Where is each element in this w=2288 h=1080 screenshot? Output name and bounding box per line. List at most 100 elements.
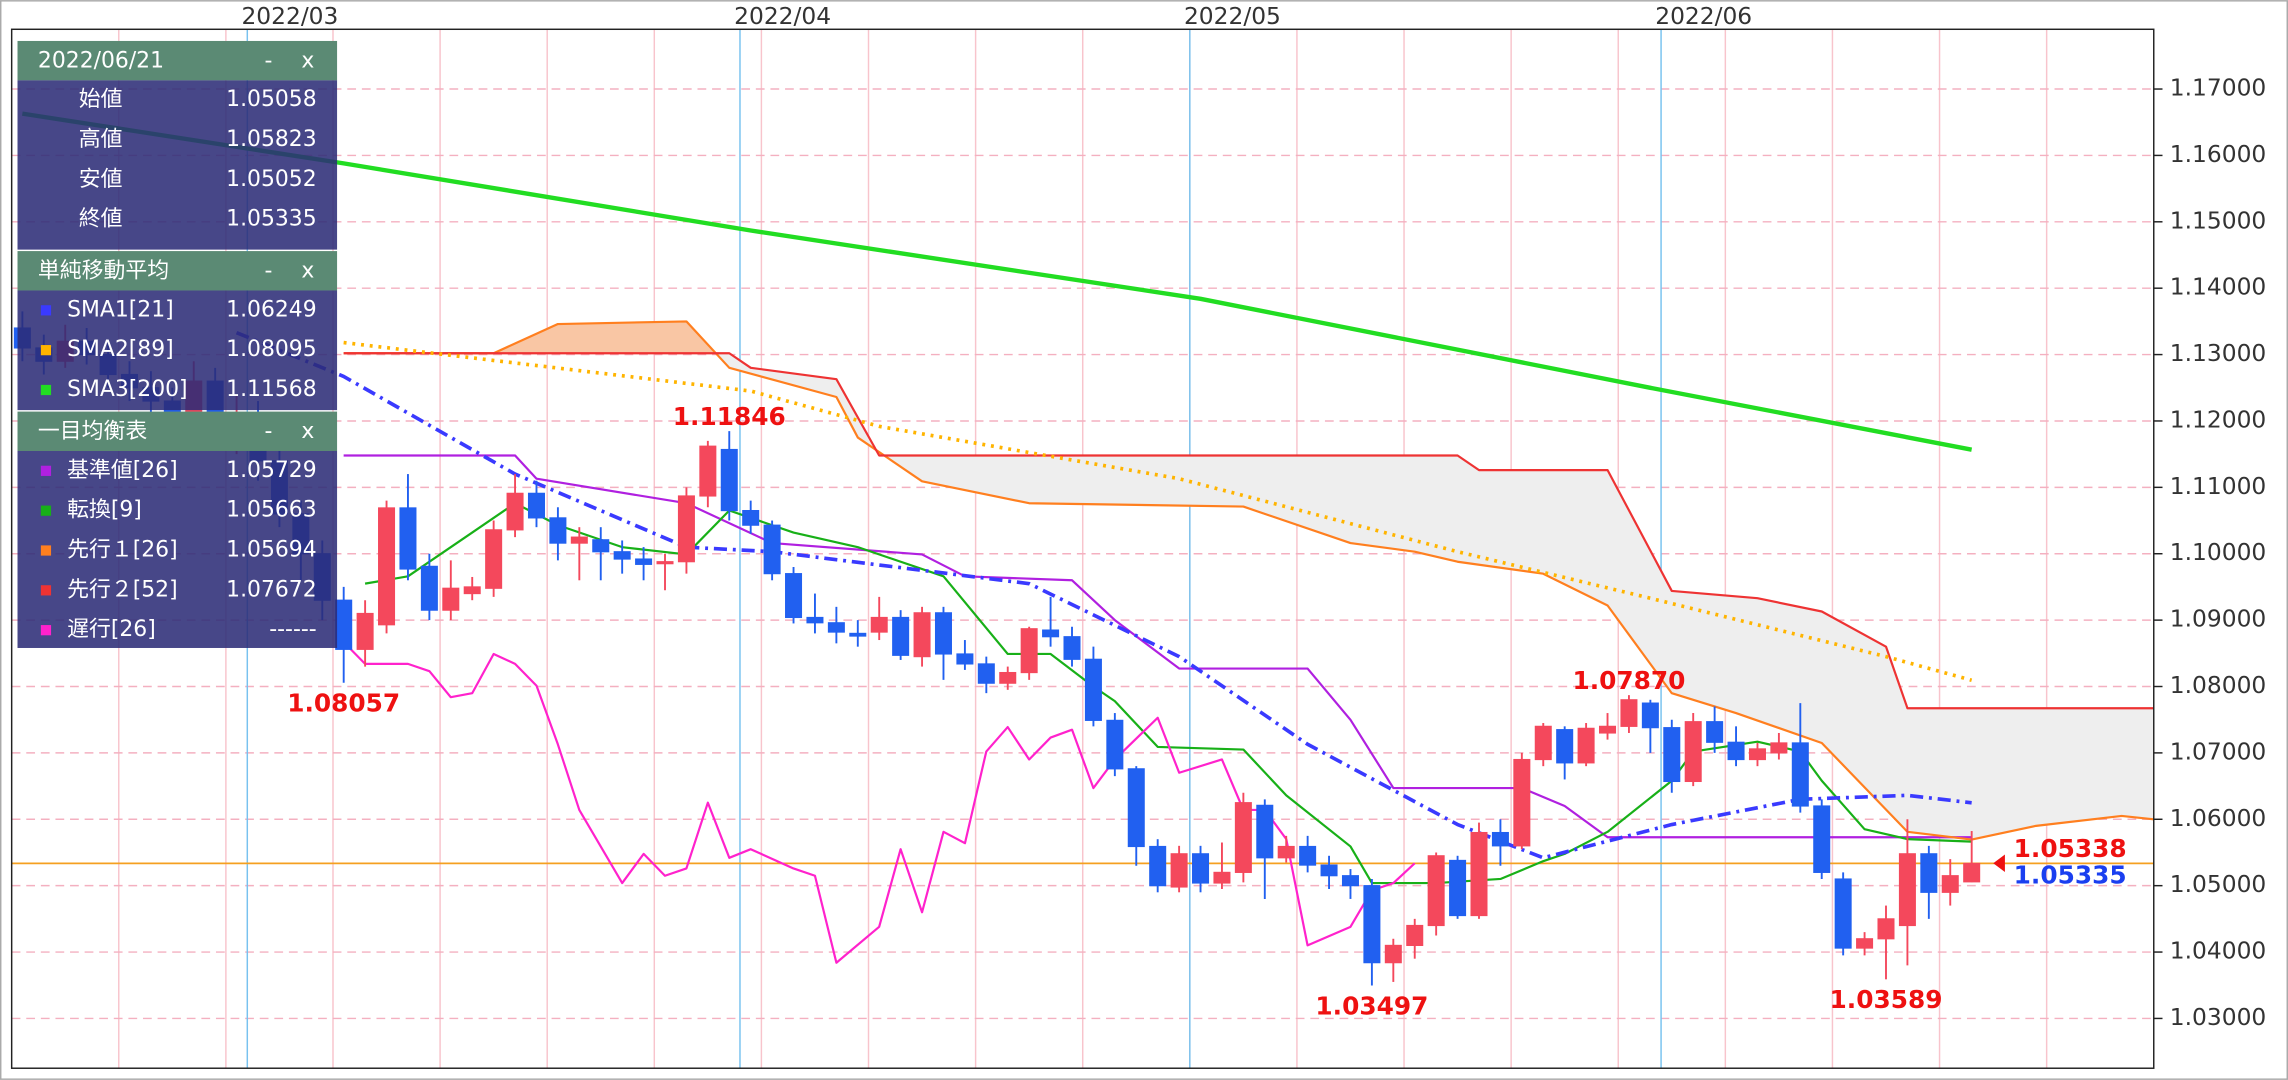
legend-value: 1.05729 [226,458,316,483]
panel-body [17,290,338,411]
candle-body [1063,636,1081,660]
candle-body [335,599,353,650]
legend-label: 転換[9] [67,498,142,523]
candle-body [785,573,803,619]
candle-body [1556,729,1574,764]
candle-body [1813,805,1831,873]
candle-body [1042,629,1060,638]
ohlc-label: 安値 [79,167,123,192]
candle-body [549,517,567,544]
candle-body [506,492,524,531]
candle-body [699,445,717,497]
candle-body [720,448,738,512]
y-tick-label: 1.06000 [2170,804,2266,832]
ohlc-value: 1.05823 [226,127,316,152]
candle-body [485,529,503,589]
candle-body [1856,938,1874,949]
candle-body [1320,864,1338,877]
y-tick-label: 1.11000 [2170,472,2266,500]
candle-body [849,632,867,637]
legend-label: SMA2[89] [67,337,174,362]
candle-body [1898,853,1916,927]
candle-body [1149,845,1167,887]
legend-value: 1.11568 [226,377,316,402]
y-tick-label: 1.04000 [2170,937,2266,965]
y-tick-label: 1.10000 [2170,538,2266,566]
legend-label: 遅行[26] [67,617,156,642]
candle-body [1491,831,1509,847]
x-tick-label: 2022/04 [734,2,831,30]
close-button[interactable]: x [301,419,314,444]
candle-body [1170,853,1188,888]
candle-body [1084,658,1102,721]
overlay-layer: 1.03000 1.04000 1.05000 1.06000 1.07000 1.080… [241,2,2266,1031]
y-tick-label: 1.05000 [2170,870,2266,898]
ohlc-value: 1.05335 [226,207,316,232]
plot-layer [11,29,2154,1069]
candle-body [1256,804,1274,859]
legend-swatch [40,345,52,356]
legend-label: 基準値[26] [67,458,178,483]
minimize-button[interactable]: - [265,48,273,73]
candle-body [1620,699,1638,727]
panel-header [17,40,338,81]
minimize-button[interactable]: - [265,259,273,284]
y-tick-label: 1.13000 [2170,339,2266,367]
candle-body [656,561,674,565]
candle-body [1213,871,1231,884]
panel-header-title: 一目均衡表 [38,419,147,444]
y-tick-label: 1.17000 [2170,74,2266,102]
candle-body [570,536,588,544]
candle-body [1877,918,1895,940]
info-panel: 2022/06/21 - x 始値 1.05058 高値 1.05823 安値 1.05052 終… [17,40,338,648]
price-marker [1993,854,2005,872]
legend-label: 先行１[26] [67,538,178,563]
legend-swatch [40,505,52,516]
y-tick-label: 1.03000 [2170,1003,2266,1031]
candle-body [1706,721,1724,743]
candle-body [1299,845,1317,866]
candle-body [1384,944,1402,964]
panel-header-title: 単純移動平均 [38,259,169,284]
extreme-label: 1.08057 [287,689,400,718]
candle-body [1641,702,1659,729]
candle-body [1599,725,1617,734]
extreme-label: 1.03589 [1830,985,1943,1014]
panel-header-title: 2022/06/21 [38,48,164,73]
indicator-line [343,340,1973,682]
candle-body [420,565,438,611]
ohlc-value: 1.05052 [226,167,316,192]
legend-value: 1.05663 [226,498,316,523]
panel-header [17,251,338,291]
candle-body [1234,802,1252,873]
candle-body [1513,758,1531,847]
legend-value: 1.08095 [226,337,316,362]
indicator-line [342,641,1416,964]
plot-border [10,28,2155,1069]
indicator-line [343,352,2154,710]
cloud-fill [498,321,719,357]
ohlc-label: 終値 [79,207,123,232]
candle-body [870,616,888,633]
candle-body [999,671,1017,684]
candle-body [399,507,417,570]
candle-body [956,653,974,665]
y-tick-label: 1.16000 [2170,140,2266,168]
candle-body [742,509,760,526]
candle-body [1791,742,1809,807]
legend-label: 先行２[52] [67,577,178,602]
minimize-button[interactable]: - [265,419,273,444]
candle-body [763,524,781,575]
candle-body [613,551,631,560]
ohlc-label: 高値 [79,127,123,152]
close-button[interactable]: x [301,48,314,73]
candle-body [1363,885,1381,964]
ohlc-label: 始値 [79,87,123,112]
candle-body [913,612,931,658]
candle-body [806,616,824,624]
candle-body [677,495,695,563]
close-button[interactable]: x [301,259,314,284]
candle-body [1106,719,1124,770]
candle-body [378,507,396,626]
